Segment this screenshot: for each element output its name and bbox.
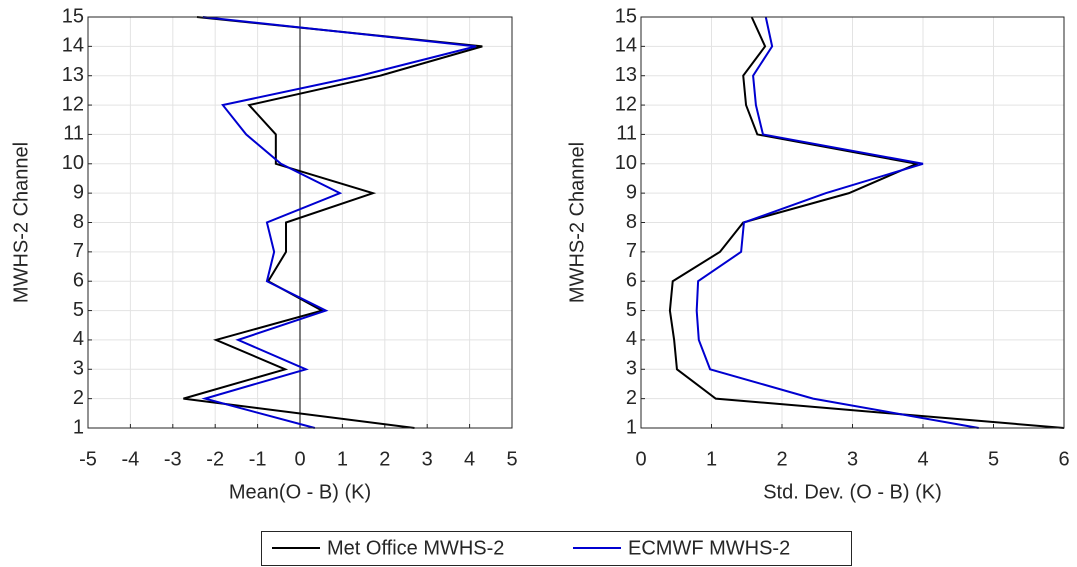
x-tick-label: 0 [294, 448, 305, 470]
y-tick-label: 3 [626, 358, 637, 380]
x-tick-label: 1 [337, 448, 348, 470]
x-tick-label: 5 [506, 448, 517, 470]
x-tick-label: 5 [988, 448, 999, 470]
y-tick-label: 10 [615, 152, 637, 174]
y-axis-label: MWHS-2 Channel [566, 142, 588, 303]
x-tick-label: -1 [249, 448, 267, 470]
y-tick-label: 6 [626, 269, 637, 291]
x-tick-label: 4 [917, 448, 928, 470]
x-tick-label: 4 [464, 448, 475, 470]
y-tick-label: 5 [73, 299, 84, 321]
legend-box [261, 531, 852, 566]
x-tick-label: 2 [379, 448, 390, 470]
y-tick-label: 12 [615, 93, 637, 115]
legend-label: Met Office MWHS-2 [327, 537, 504, 559]
y-tick-label: 1 [73, 416, 84, 438]
y-tick-label: 9 [73, 181, 84, 203]
y-tick-label: 12 [62, 93, 84, 115]
y-tick-label: 2 [73, 387, 84, 409]
y-tick-label: 9 [626, 181, 637, 203]
y-tick-label: 7 [73, 240, 84, 262]
axes-box [87, 16, 513, 429]
x-axis-label: Std. Dev. (O - B) (K) [763, 481, 942, 503]
y-tick-label: 10 [62, 152, 84, 174]
x-tick-label: -3 [164, 448, 182, 470]
y-tick-label: 3 [73, 358, 84, 380]
y-tick-label: 8 [626, 211, 637, 233]
x-axis-label: Mean(O - B) (K) [229, 481, 371, 503]
y-tick-label: 15 [615, 5, 637, 27]
x-tick-label: -2 [206, 448, 224, 470]
y-tick-label: 11 [63, 123, 84, 145]
x-tick-label: 6 [1058, 448, 1069, 470]
x-tick-label: 1 [706, 448, 717, 470]
x-tick-label: 3 [847, 448, 858, 470]
y-tick-label: 11 [616, 123, 637, 145]
series-line [201, 16, 477, 429]
y-tick-label: 1 [626, 416, 637, 438]
x-tick-label: -4 [122, 448, 140, 470]
series-line [695, 16, 979, 429]
x-tick-label: -5 [79, 448, 97, 470]
y-tick-label: 8 [73, 211, 84, 233]
axes-box [640, 16, 1065, 429]
x-tick-label: 2 [776, 448, 787, 470]
y-tick-label: 6 [73, 269, 84, 291]
y-tick-label: 13 [615, 64, 637, 86]
y-tick-label: 2 [626, 387, 637, 409]
y-axis-label: MWHS-2 Channel [10, 142, 32, 303]
y-tick-label: 15 [62, 5, 84, 27]
y-tick-label: 4 [73, 328, 84, 350]
y-tick-label: 7 [626, 240, 637, 262]
y-tick-label: 14 [62, 35, 84, 57]
x-tick-label: 0 [635, 448, 646, 470]
y-tick-label: 5 [626, 299, 637, 321]
y-tick-label: 14 [615, 35, 637, 57]
x-tick-label: 3 [422, 448, 433, 470]
legend-label: ECMWF MWHS-2 [628, 537, 790, 559]
y-tick-label: 13 [62, 64, 84, 86]
series-line [183, 16, 483, 429]
y-tick-label: 4 [626, 328, 637, 350]
